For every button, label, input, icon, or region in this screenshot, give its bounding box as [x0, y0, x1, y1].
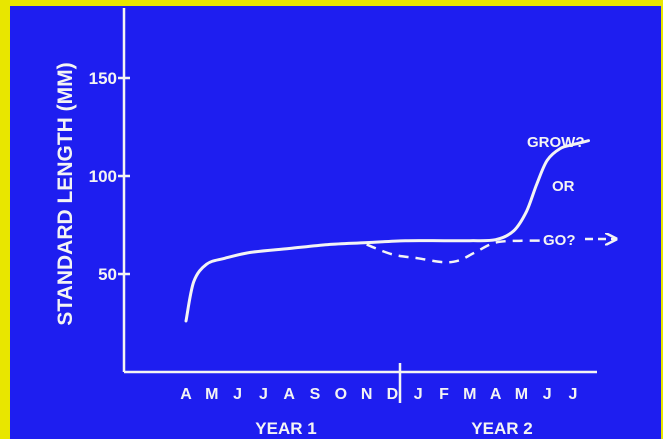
y-ticks: 50 100 150: [89, 69, 130, 284]
x-tick-label: M: [515, 386, 528, 403]
x-tick-label: F: [439, 386, 449, 403]
x-tick-label: A: [490, 386, 502, 403]
year-2-label: YEAR 2: [471, 419, 532, 438]
year-1-label: YEAR 1: [255, 419, 316, 438]
go-annotation: GO?: [543, 232, 576, 249]
y-axis-title: STANDARD LENGTH (MM): [54, 62, 77, 325]
or-annotation: OR: [552, 178, 575, 195]
x-tick-label: A: [180, 386, 192, 403]
x-tick-label: M: [463, 386, 476, 403]
x-tick-label: O: [335, 386, 347, 403]
y-tick-label: 150: [89, 69, 117, 88]
dashed-go-line: [366, 239, 548, 264]
x-tick-label: J: [233, 386, 242, 403]
y-tick-label: 100: [89, 167, 117, 186]
x-tick-label: D: [387, 386, 399, 403]
solid-growth-line: [184, 139, 590, 323]
x-tick-label: J: [259, 386, 268, 403]
x-tick-label: S: [310, 386, 321, 403]
y-tick-label: 50: [98, 265, 117, 284]
x-tick-label: A: [283, 386, 295, 403]
x-tick-label: J: [414, 386, 423, 403]
x-tick-label: N: [361, 386, 373, 403]
x-tick-label: M: [205, 386, 218, 403]
x-tick-label: J: [569, 386, 578, 403]
x-tick-label: J: [543, 386, 552, 403]
grow-annotation: GROW?: [527, 134, 585, 151]
